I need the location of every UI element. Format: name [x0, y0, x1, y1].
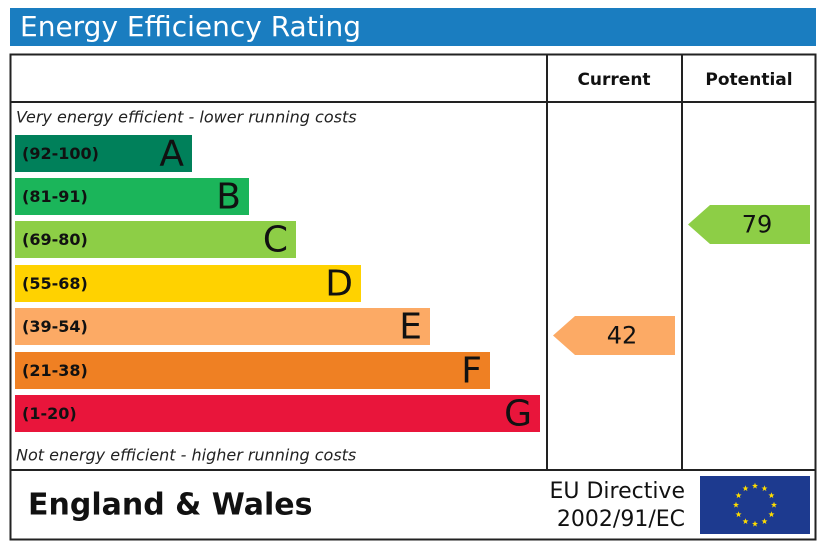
band-letter: G: [504, 394, 532, 435]
band-letter: F: [461, 351, 482, 392]
band-range: (92-100): [22, 144, 99, 163]
eu-star: [733, 501, 739, 508]
bottom-note: Not energy efficient - higher running co…: [16, 446, 356, 465]
region: England & Wales: [28, 488, 313, 523]
band-letter: C: [263, 220, 288, 261]
band-range: (39-54): [22, 317, 88, 336]
band-bar: [15, 135, 192, 172]
band-bar: [15, 265, 361, 302]
band-bar: [15, 308, 430, 345]
eu-star: [761, 518, 768, 524]
eu-star: [761, 485, 768, 492]
eu-stars: [733, 482, 777, 527]
directive-line: 2002/91/EC: [557, 507, 685, 532]
band-letter: B: [216, 177, 241, 218]
eu-star: [752, 482, 758, 489]
title-bar: [10, 8, 816, 46]
band-letter: D: [325, 264, 353, 305]
eu-star: [752, 520, 758, 527]
band-bar: [15, 352, 490, 389]
frame: [9, 53, 817, 541]
band-bar: [15, 178, 249, 215]
top-note: Very energy efficient - lower running co…: [16, 108, 357, 127]
band-range: (1-20): [22, 404, 77, 423]
band-bar: [15, 221, 296, 258]
potential-arrow: [688, 205, 810, 244]
eu-star: [771, 501, 777, 508]
band-bar: [15, 395, 540, 432]
band-range: (21-38): [22, 361, 88, 380]
current-header: Current: [577, 70, 650, 90]
bands: (92-100) A (81-91) B (69-80) C (55-68) D (39-54)…: [15, 134, 540, 435]
band-letter: A: [159, 134, 184, 175]
current-score: 42: [607, 322, 638, 350]
eu-star: [742, 485, 749, 492]
eu-star: [768, 511, 775, 518]
directive-line: EU Directive: [549, 479, 685, 504]
potential-score: 79: [742, 211, 773, 239]
eu-star: [735, 511, 742, 518]
band-letter: E: [399, 307, 422, 348]
band-range: (69-80): [22, 230, 88, 249]
eu-star: [768, 492, 775, 499]
band-range: (55-68): [22, 274, 88, 293]
eu-star: [742, 518, 749, 524]
title: Energy Efficiency Rating: [20, 10, 361, 43]
eu-star: [735, 492, 742, 499]
potential-header: Potential: [705, 70, 792, 90]
band-range: (81-91): [22, 187, 88, 206]
current-arrow: [553, 316, 675, 355]
